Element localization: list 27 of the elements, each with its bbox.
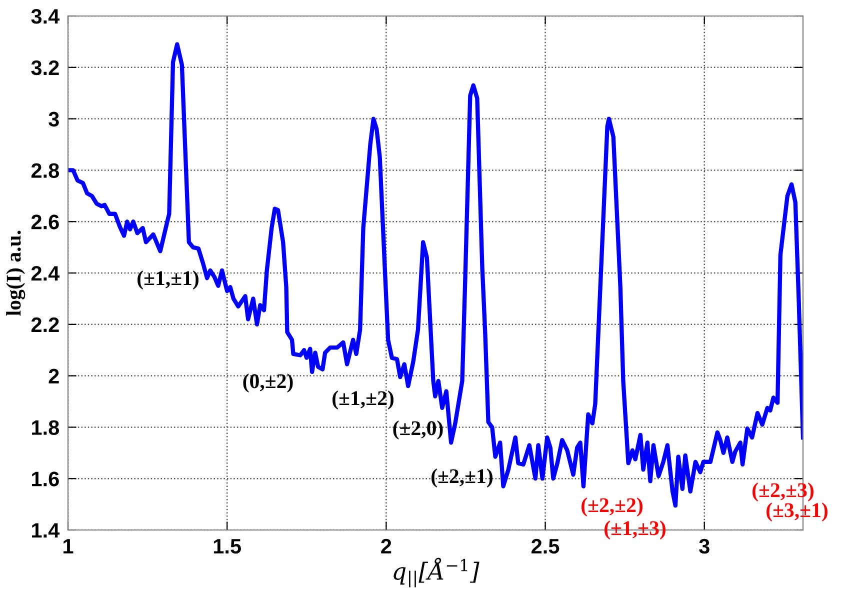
y-tick-label: 3.2 [31,60,59,76]
annotation: (±2,±2) [582,498,642,516]
y-tick-label: 3 [48,112,59,127]
annotation: (±2,±3) [752,482,814,502]
y-tick-label: 3.4 [31,9,60,24]
annotation: (±2,0) [393,420,443,440]
x-tick-label: 2.5 [532,538,560,554]
annotation: (0,±2) [243,374,293,392]
y-tick-label: 2.8 [31,163,60,178]
y-tick-label: 2.2 [31,317,59,332]
y-tick-label: 2.4 [31,266,60,281]
annotation: (±1,±1) [138,270,198,290]
y-tick-label: 1.4 [32,523,60,538]
y-tick-label: 2 [48,368,59,384]
annotation: (±3,±1) [766,502,828,522]
x-tick-label: 3 [699,538,710,554]
x-axis-title: q$_{||}$[Å$^{−1}$] [394,558,480,588]
y-tick-label: 1.8 [32,420,60,435]
annotation: (±2,±1) [432,468,492,488]
x-tick-label: 2 [381,538,392,554]
y-tick-label: 1.6 [32,472,59,486]
x-tick-label: 1.5 [214,539,241,554]
y-axis-title: log(I) a.u. [6,230,26,316]
x-tick-label: 1 [64,539,74,554]
annotation: (±1,±3) [604,520,666,540]
annotation: (±1,±2) [332,390,394,410]
y-tick-label: 2.6 [31,214,59,230]
